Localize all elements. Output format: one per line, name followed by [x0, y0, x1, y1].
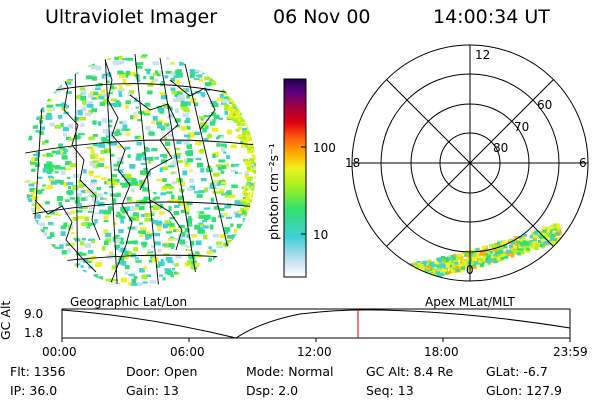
mlt-label-0: 0 [466, 263, 474, 277]
altitude-ylabel: GC Alt [0, 300, 13, 340]
glat-info: GLat: -6.7 [486, 364, 548, 379]
lat-lon-grid [24, 54, 256, 286]
lat-label-60: 60 [537, 98, 553, 112]
polar-panel-label: Apex MLat/MLT [425, 295, 515, 309]
uv-intensity-speckles [24, 54, 256, 286]
altitude-curve [61, 309, 571, 339]
time-label: 14:00:34 UT [433, 6, 550, 28]
time-tick-2359: 23:59 [553, 345, 588, 359]
colorbar-tick-100: 100 [313, 141, 336, 155]
gc-alt-info: GC Alt: 8.4 Re [366, 364, 454, 379]
flt-info: Flt: 1356 [10, 364, 66, 379]
time-tick-0600: 06:00 [170, 345, 205, 359]
dsp-info: Dsp: 2.0 [246, 383, 299, 398]
ip-info: IP: 36.0 [10, 383, 58, 398]
mode-info: Mode: Normal [246, 364, 334, 379]
colorbar [283, 78, 307, 278]
lat-label-80: 80 [493, 141, 509, 155]
lat-label-70: 70 [514, 120, 530, 134]
instrument-title: Ultraviolet Imager [45, 6, 218, 28]
mlt-label-12: 12 [475, 48, 491, 62]
alt-tick-1-8: 1.8 [24, 326, 44, 340]
date-label: 06 Nov 00 [273, 6, 371, 28]
glon-info: GLon: 127.9 [486, 383, 562, 398]
mlt-label-18: 18 [345, 156, 361, 170]
time-tick-1800: 18:00 [424, 345, 459, 359]
coastlines [34, 59, 216, 286]
alt-tick-9: 9.0 [24, 307, 44, 321]
mlt-label-6: 6 [579, 156, 587, 170]
seq-info: Seq: 13 [366, 383, 414, 398]
time-tick-1200: 12:00 [297, 345, 332, 359]
time-tick-0000: 00:00 [42, 345, 77, 359]
gain-info: Gain: 13 [126, 383, 179, 398]
geo-panel-label: Geographic Lat/Lon [70, 295, 188, 309]
door-info: Door: Open [126, 364, 198, 379]
colorbar-tick-10: 10 [313, 228, 329, 242]
